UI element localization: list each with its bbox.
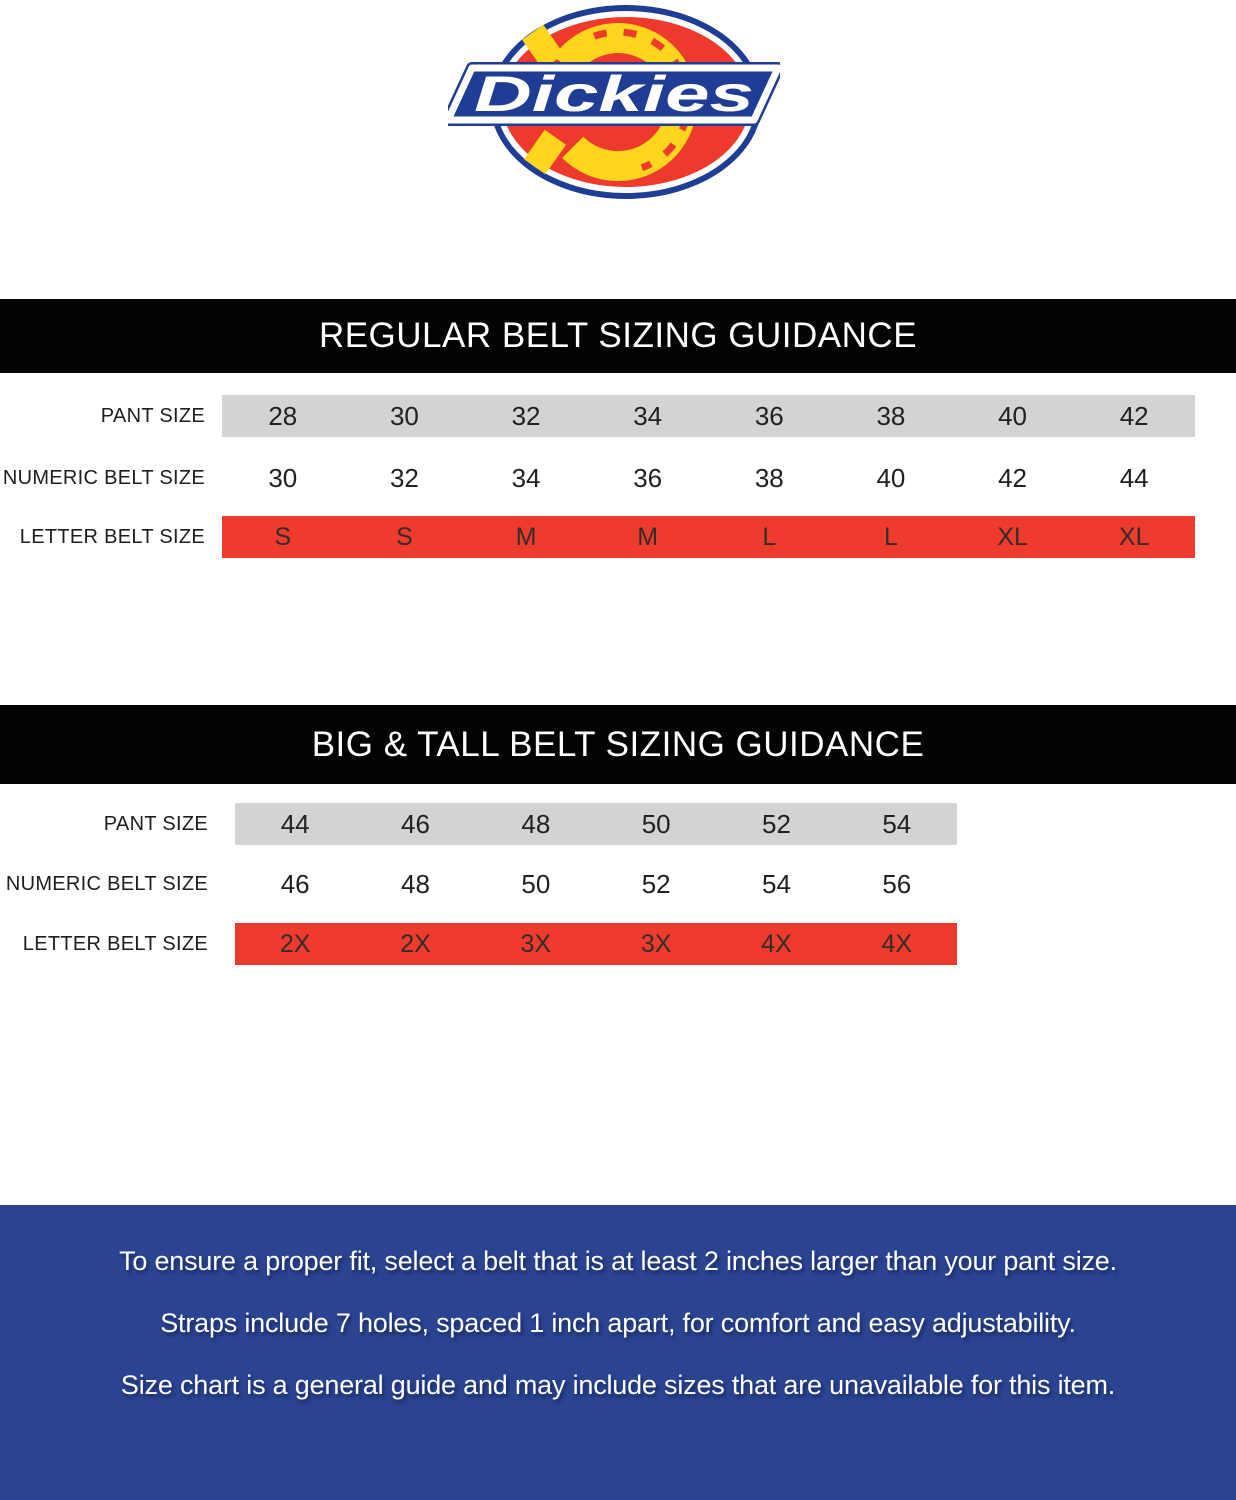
numeric-belt-size-row: 30 32 34 36 38 40 42 44 — [222, 457, 1195, 499]
size-cell: 36 — [633, 462, 663, 493]
letter-belt-size-row: S S M M L L XL XL — [222, 516, 1195, 558]
size-cell: XL — [997, 522, 1028, 551]
size-cell: 44 — [280, 808, 310, 839]
size-cell: 38 — [754, 462, 784, 493]
size-cell: 56 — [882, 868, 912, 899]
size-cell: M — [515, 522, 537, 551]
size-cell: 42 — [998, 462, 1028, 493]
logo-wordmark: Dickies — [474, 66, 754, 122]
size-cell: 38 — [876, 400, 906, 431]
regular-section-title: REGULAR BELT SIZING GUIDANCE — [318, 316, 918, 355]
fit-note: Straps include 7 holes, spaced 1 inch ap… — [160, 1308, 1076, 1338]
size-cell: 30 — [389, 400, 419, 431]
dickies-logo: Dickies — [448, 5, 780, 199]
fit-note: To ensure a proper fit, select a belt th… — [119, 1246, 1117, 1276]
size-cell: 2X — [400, 929, 431, 958]
size-cell: 42 — [1119, 400, 1149, 431]
size-cell: 32 — [511, 400, 541, 431]
size-cell: 3X — [520, 929, 552, 958]
horseshoe-bottom-tip — [524, 129, 566, 175]
size-cell: 54 — [762, 868, 791, 899]
size-cell: 46 — [280, 868, 310, 899]
regular-section-banner: REGULAR BELT SIZING GUIDANCE — [0, 299, 1236, 373]
horseshoe-top-tip — [522, 24, 564, 70]
size-cell: 28 — [268, 400, 298, 431]
size-cell: 40 — [876, 462, 906, 493]
pant-size-row: 28 30 32 34 36 38 40 42 — [222, 395, 1195, 437]
size-cell: 2X — [279, 929, 311, 958]
row-label-numeric-belt-size: NUMERIC BELT SIZE — [2, 466, 205, 489]
row-label-letter-belt-size: LETTER BELT SIZE — [22, 932, 208, 955]
size-cell: 48 — [401, 868, 430, 899]
size-cell: 46 — [401, 808, 430, 839]
size-cell: 50 — [641, 808, 671, 839]
size-cell: 40 — [998, 400, 1028, 431]
horseshoe-nail-holes — [592, 28, 692, 172]
row-label-pant-size: PANT SIZE — [103, 812, 208, 835]
size-cell: 34 — [511, 462, 541, 493]
size-cell: 44 — [1119, 462, 1149, 493]
size-cell: 36 — [754, 400, 784, 431]
row-label-numeric-belt-size: NUMERIC BELT SIZE — [5, 872, 208, 895]
size-cell: 48 — [521, 808, 551, 839]
size-cell: 34 — [633, 400, 663, 431]
size-cell: 32 — [389, 462, 419, 493]
big-tall-section-title: BIG & TALL BELT SIZING GUIDANCE — [311, 724, 925, 764]
big-tall-section-banner: BIG & TALL BELT SIZING GUIDANCE — [0, 705, 1236, 784]
size-cell: 4X — [881, 929, 913, 958]
size-cell: S — [274, 522, 292, 551]
size-cell: L — [883, 522, 898, 551]
numeric-belt-size-row: 46 48 50 52 54 56 — [235, 863, 957, 905]
size-cell: L — [762, 522, 777, 551]
size-cell: XL — [1118, 522, 1150, 551]
size-cell: 50 — [521, 868, 551, 899]
row-label-pant-size: PANT SIZE — [100, 404, 205, 427]
size-cell: 52 — [641, 868, 671, 899]
fit-notes-footer: To ensure a proper fit, select a belt th… — [0, 1205, 1236, 1500]
size-cell: 52 — [762, 808, 791, 839]
row-label-letter-belt-size: LETTER BELT SIZE — [19, 525, 205, 548]
size-cell: 4X — [761, 929, 792, 958]
letter-belt-size-row: 2X 2X 3X 3X 4X 4X — [235, 923, 957, 965]
size-cell: M — [637, 522, 659, 551]
fit-note: Size chart is a general guide and may in… — [120, 1370, 1116, 1400]
size-cell: 30 — [268, 462, 298, 493]
logo-banner-border — [448, 64, 780, 124]
size-cell: 3X — [640, 929, 672, 958]
pant-size-row: 44 46 48 50 52 54 — [235, 803, 957, 845]
size-cell: S — [396, 522, 413, 551]
size-cell: 54 — [882, 808, 912, 839]
